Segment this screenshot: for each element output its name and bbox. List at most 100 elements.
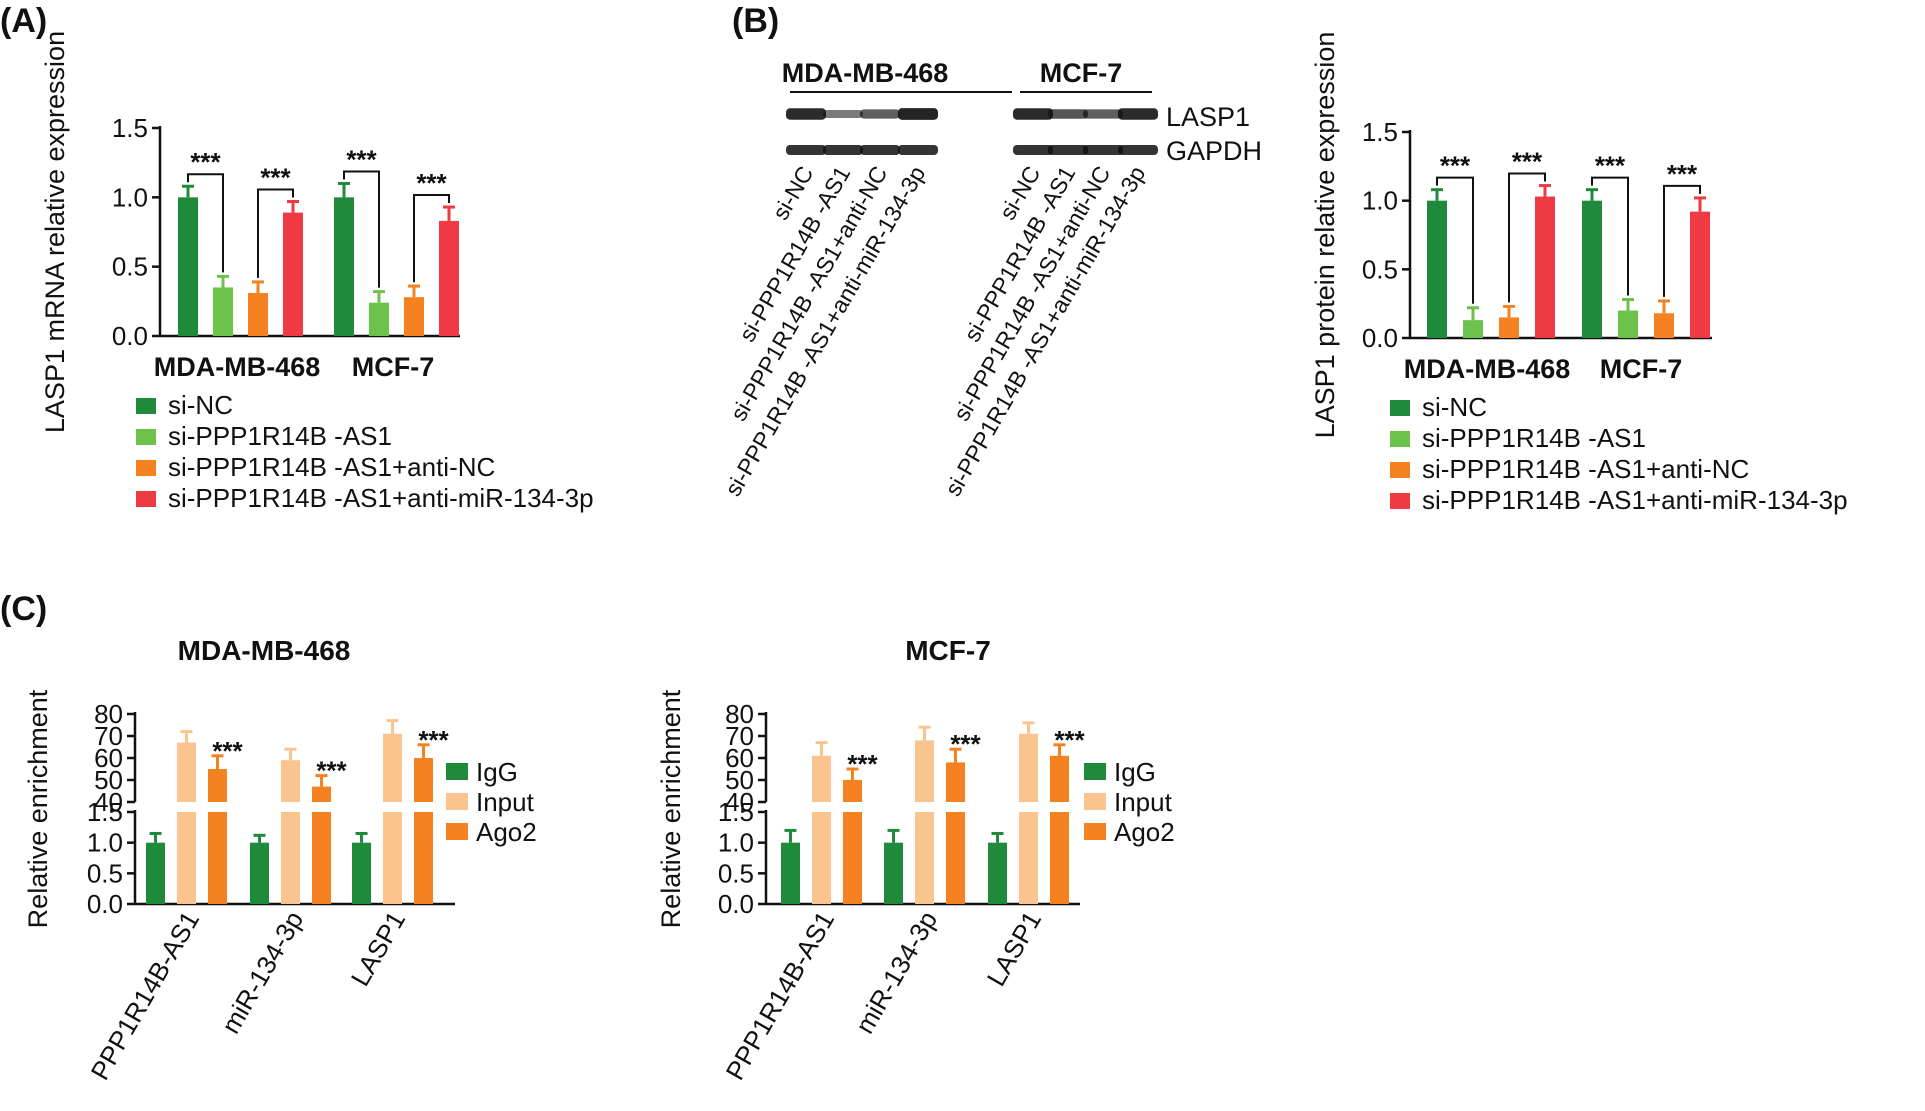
band-gapdh <box>860 145 900 155</box>
category-label: PPP1R14B-AS1 <box>720 906 841 1085</box>
bar-upper-segment <box>383 733 402 802</box>
blot-band-label-gapdh: GAPDH <box>1166 136 1262 166</box>
legend-swatch <box>1390 431 1410 447</box>
blot-lane-label: si-PPP1R14B -AS1+anti-NC <box>725 162 892 426</box>
legend-label: si-PPP1R14B -AS1+anti-NC <box>168 452 495 482</box>
bar-upper-segment <box>414 758 433 802</box>
legend-swatch <box>136 460 156 476</box>
blot-bands-lasp1 <box>786 108 1158 120</box>
y-tick-label: 50 <box>94 765 123 795</box>
y-tick-label: 50 <box>725 765 754 795</box>
y-tick-label: 0.0 <box>1362 323 1398 353</box>
bar <box>283 212 303 336</box>
legend-swatch <box>1084 823 1106 840</box>
bar <box>1427 200 1447 338</box>
bar-upper-segment <box>177 742 196 802</box>
legend-label: IgG <box>476 757 518 787</box>
bar-upper-segment <box>312 786 331 802</box>
bar-upper-segment <box>915 740 934 802</box>
blot-group-mda: MDA-MB-468 <box>782 58 949 88</box>
band-lasp1 <box>1048 109 1088 119</box>
band-lasp1 <box>1118 108 1158 120</box>
band-lasp1 <box>823 109 863 119</box>
significance-bracket <box>413 194 450 283</box>
y-axis-label: Relative enrichment <box>23 689 53 928</box>
bar-lower-segment <box>312 812 331 904</box>
bar-lower-segment <box>177 812 196 904</box>
bar <box>369 302 389 336</box>
significance-label: *** <box>316 756 347 786</box>
chart-title: MCF-7 <box>905 635 991 666</box>
category-label: LASP1 <box>345 906 411 991</box>
significance-label: *** <box>416 168 447 198</box>
significance-label: *** <box>190 147 221 177</box>
legend-label: si-NC <box>1422 392 1487 422</box>
bar-upper-segment <box>1019 733 1038 802</box>
legend-swatch <box>136 491 156 507</box>
significance-label: *** <box>1595 151 1626 181</box>
bar-lower-segment <box>915 812 934 904</box>
band-gapdh <box>1083 145 1123 155</box>
significance-bracket <box>257 188 294 278</box>
bar <box>1690 211 1710 338</box>
legend-label: si-PPP1R14B -AS1 <box>168 421 392 451</box>
y-axis-label: LASP1 protein relative expression <box>1310 32 1340 439</box>
band-gapdh <box>786 145 826 155</box>
legend-label: Ago2 <box>476 817 537 847</box>
bar <box>988 842 1007 904</box>
significance-bracket <box>343 170 380 288</box>
significance-label: *** <box>418 725 449 755</box>
y-tick-label: 0.5 <box>718 858 754 888</box>
significance-label: *** <box>950 729 981 759</box>
bar-lower-segment <box>946 812 965 904</box>
significance-label: *** <box>847 749 878 779</box>
significance-label: *** <box>1440 151 1471 181</box>
category-label: LASP1 <box>981 906 1047 991</box>
bar <box>439 220 459 336</box>
western-blot: MDA-MB-468 MCF-7 LASP1 GAPDH si-NCsi-PPP… <box>720 58 1262 501</box>
y-tick-label: 70 <box>94 721 123 751</box>
bar-lower-segment <box>208 812 227 904</box>
category-label: MDA-MB-468 <box>1404 354 1571 384</box>
significance-label: *** <box>1512 147 1543 177</box>
bar <box>178 197 198 336</box>
y-tick-label: 80 <box>94 699 123 729</box>
y-tick-label: 1.0 <box>87 828 123 858</box>
y-tick-label: 0.5 <box>112 252 148 282</box>
panel-label-b: (B) <box>732 2 779 40</box>
category-label: MCF-7 <box>352 352 435 382</box>
y-tick-label: 60 <box>94 743 123 773</box>
legend-swatch <box>136 398 156 414</box>
bar <box>884 842 903 904</box>
y-tick-label: 1.5 <box>112 113 148 143</box>
legend-label: si-PPP1R14B -AS1+anti-NC <box>1422 454 1749 484</box>
y-tick-label: 80 <box>725 699 754 729</box>
bar-lower-segment <box>812 812 831 904</box>
y-tick-label: 1.5 <box>1362 117 1398 147</box>
y-tick-label: 0.0 <box>112 321 148 351</box>
bar <box>1654 313 1674 338</box>
panel-label-a: (A) <box>0 2 47 40</box>
y-tick-label: 0.0 <box>718 889 754 919</box>
bar <box>404 297 424 336</box>
legend-swatch <box>136 429 156 445</box>
legend-label: si-PPP1R14B -AS1 <box>1422 423 1646 453</box>
bar <box>334 197 354 336</box>
band-lasp1 <box>786 108 826 120</box>
bar <box>1499 317 1519 338</box>
significance-label: *** <box>260 162 291 192</box>
category-label: MDA-MB-468 <box>154 352 321 382</box>
bar-upper-segment <box>812 755 831 802</box>
blot-bands-gapdh <box>786 145 1158 155</box>
significance-bracket <box>1436 176 1474 304</box>
y-tick-label: 1.5 <box>718 797 754 827</box>
blot-lane-label: si-PPP1R14B -AS1+anti-NC <box>948 162 1115 426</box>
legend-swatch <box>446 763 468 780</box>
legend-label: si-NC <box>168 390 233 420</box>
band-lasp1 <box>1083 109 1123 119</box>
y-tick-label: 40 <box>725 787 754 817</box>
significance-label: *** <box>1054 725 1085 755</box>
bar-upper-segment <box>843 780 862 802</box>
chart-a: LASP1 mRNA relative expression 0.0 0.5 1.0 1… <box>40 31 594 513</box>
category-label: PPP1R14B-AS1 <box>85 906 206 1085</box>
